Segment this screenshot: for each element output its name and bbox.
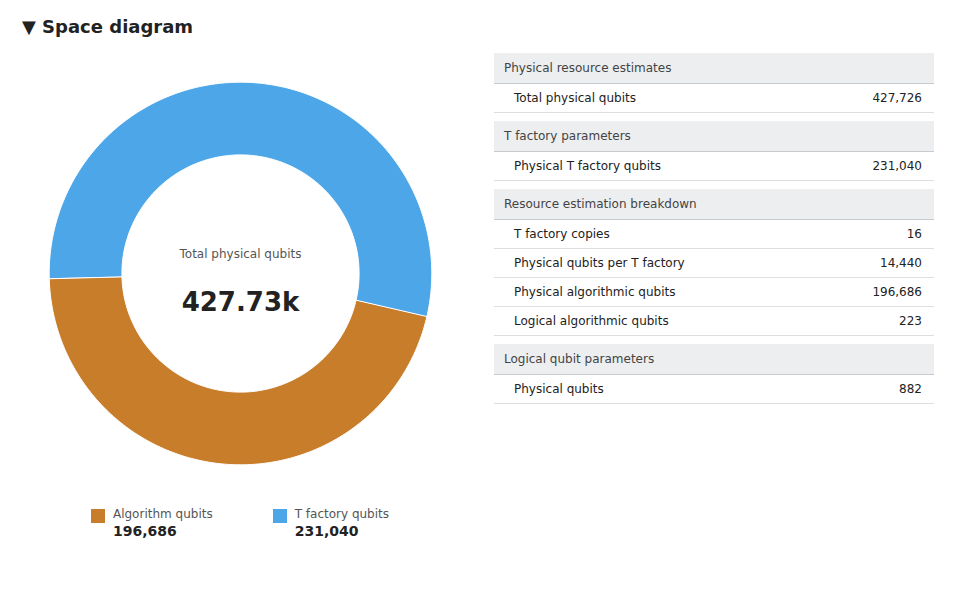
html-text:T factory parameters: T factory parameters: [504, 129, 631, 143]
svg-text:Total physical qubits: Total physical qubits: [179, 247, 302, 261]
html-text:Physical T factory qubits: Physical T factory qubits: [514, 159, 661, 173]
html-text:Logical qubit parameters: Logical qubit parameters: [504, 352, 655, 366]
html-text:231,040: 231,040: [872, 159, 922, 173]
html-text:231,040: 231,040: [294, 523, 359, 539]
html-text:Logical algorithmic qubits: Logical algorithmic qubits: [514, 314, 669, 328]
html-text:Total physical qubits: Total physical qubits: [514, 91, 636, 105]
html-text:▼ Space diagram: ▼ Space diagram: [22, 16, 194, 37]
html-text:Physical algorithmic qubits: Physical algorithmic qubits: [514, 285, 676, 299]
svg-text:427.73k: 427.73k: [182, 287, 300, 317]
html-text:196,686: 196,686: [113, 523, 177, 539]
html-text:Physical qubits per T factory: Physical qubits per T factory: [514, 256, 685, 270]
html-text:T factory copies: T factory copies: [514, 227, 610, 241]
html-text:882: 882: [899, 382, 922, 396]
html-text:196,686: 196,686: [872, 285, 922, 299]
html-text:Resource estimation breakdown: Resource estimation breakdown: [504, 197, 697, 211]
html-text:Algorithm qubits: Algorithm qubits: [113, 507, 213, 521]
html-text:14,440: 14,440: [880, 256, 922, 270]
html-text:Physical qubits: Physical qubits: [514, 382, 604, 396]
html-text:Physical resource estimates: Physical resource estimates: [504, 61, 672, 75]
html-text:427,726: 427,726: [872, 91, 922, 105]
html-text:223: 223: [899, 314, 922, 328]
html-text:16: 16: [906, 227, 922, 241]
html-text:T factory qubits: T factory qubits: [294, 507, 389, 521]
